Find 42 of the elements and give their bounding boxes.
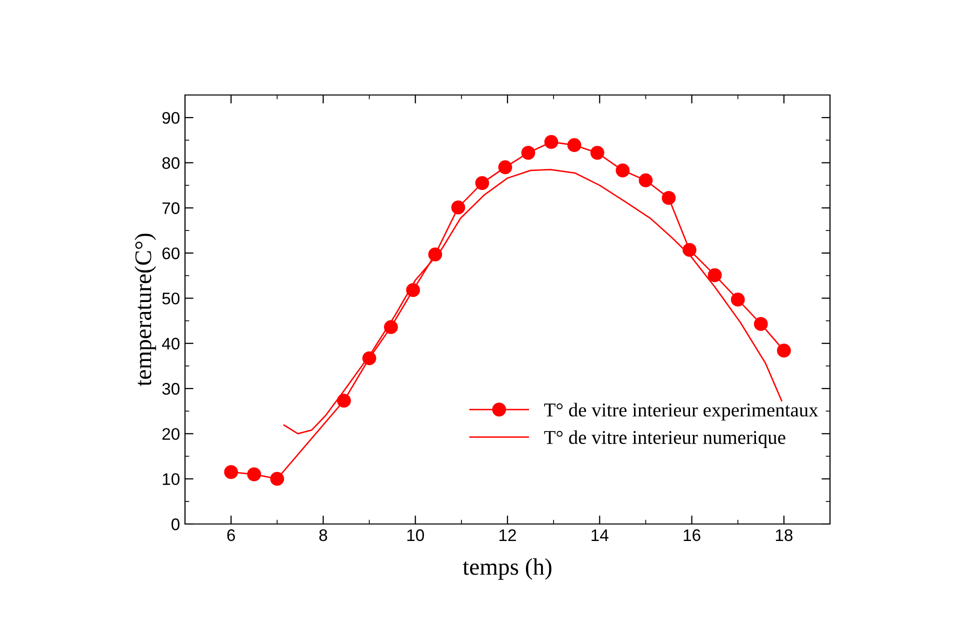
y-tick-label: 80 xyxy=(162,157,180,169)
y-tick-label: 50 xyxy=(162,292,180,304)
point xyxy=(270,472,284,486)
point xyxy=(682,242,696,257)
point xyxy=(247,467,262,482)
point xyxy=(224,465,238,480)
point xyxy=(384,320,398,334)
point xyxy=(730,292,745,307)
y-tick-label: 0 xyxy=(172,518,180,530)
legend-label: T° de vitre interieur numerique xyxy=(544,430,786,448)
y-tick-label: 40 xyxy=(162,338,180,350)
point xyxy=(451,200,466,214)
x-tick-label: 18 xyxy=(776,529,792,542)
point xyxy=(521,146,536,160)
point xyxy=(590,146,604,160)
y-tick-label: 60 xyxy=(162,247,180,260)
point xyxy=(638,173,653,188)
point xyxy=(544,135,558,149)
point xyxy=(406,283,420,298)
y-axis-title: temperature(C°) xyxy=(134,234,156,386)
y-tick-label: 30 xyxy=(162,382,180,395)
y-tick-label: 70 xyxy=(162,202,180,214)
legend-label: T° de vitre interieur experimentaux xyxy=(544,402,818,421)
x-tick-label: 8 xyxy=(319,529,328,542)
point xyxy=(708,268,722,282)
x-tick-label: 10 xyxy=(407,529,424,542)
point xyxy=(567,138,582,152)
y-tick-label: 90 xyxy=(162,112,180,124)
point xyxy=(475,176,490,190)
point xyxy=(662,191,676,205)
point xyxy=(498,160,512,174)
point xyxy=(754,317,768,331)
point xyxy=(616,163,630,178)
x-tick-label: 12 xyxy=(500,529,516,541)
x-axis-title: temps (h) xyxy=(462,558,552,580)
x-tick-label: 16 xyxy=(684,529,700,542)
point xyxy=(337,394,351,408)
y-tick-label: 10 xyxy=(162,473,180,486)
y-tick-label: 20 xyxy=(162,428,180,440)
x-tick-label: 14 xyxy=(592,529,608,541)
x-tick-label: 6 xyxy=(227,529,235,542)
point xyxy=(776,344,791,358)
